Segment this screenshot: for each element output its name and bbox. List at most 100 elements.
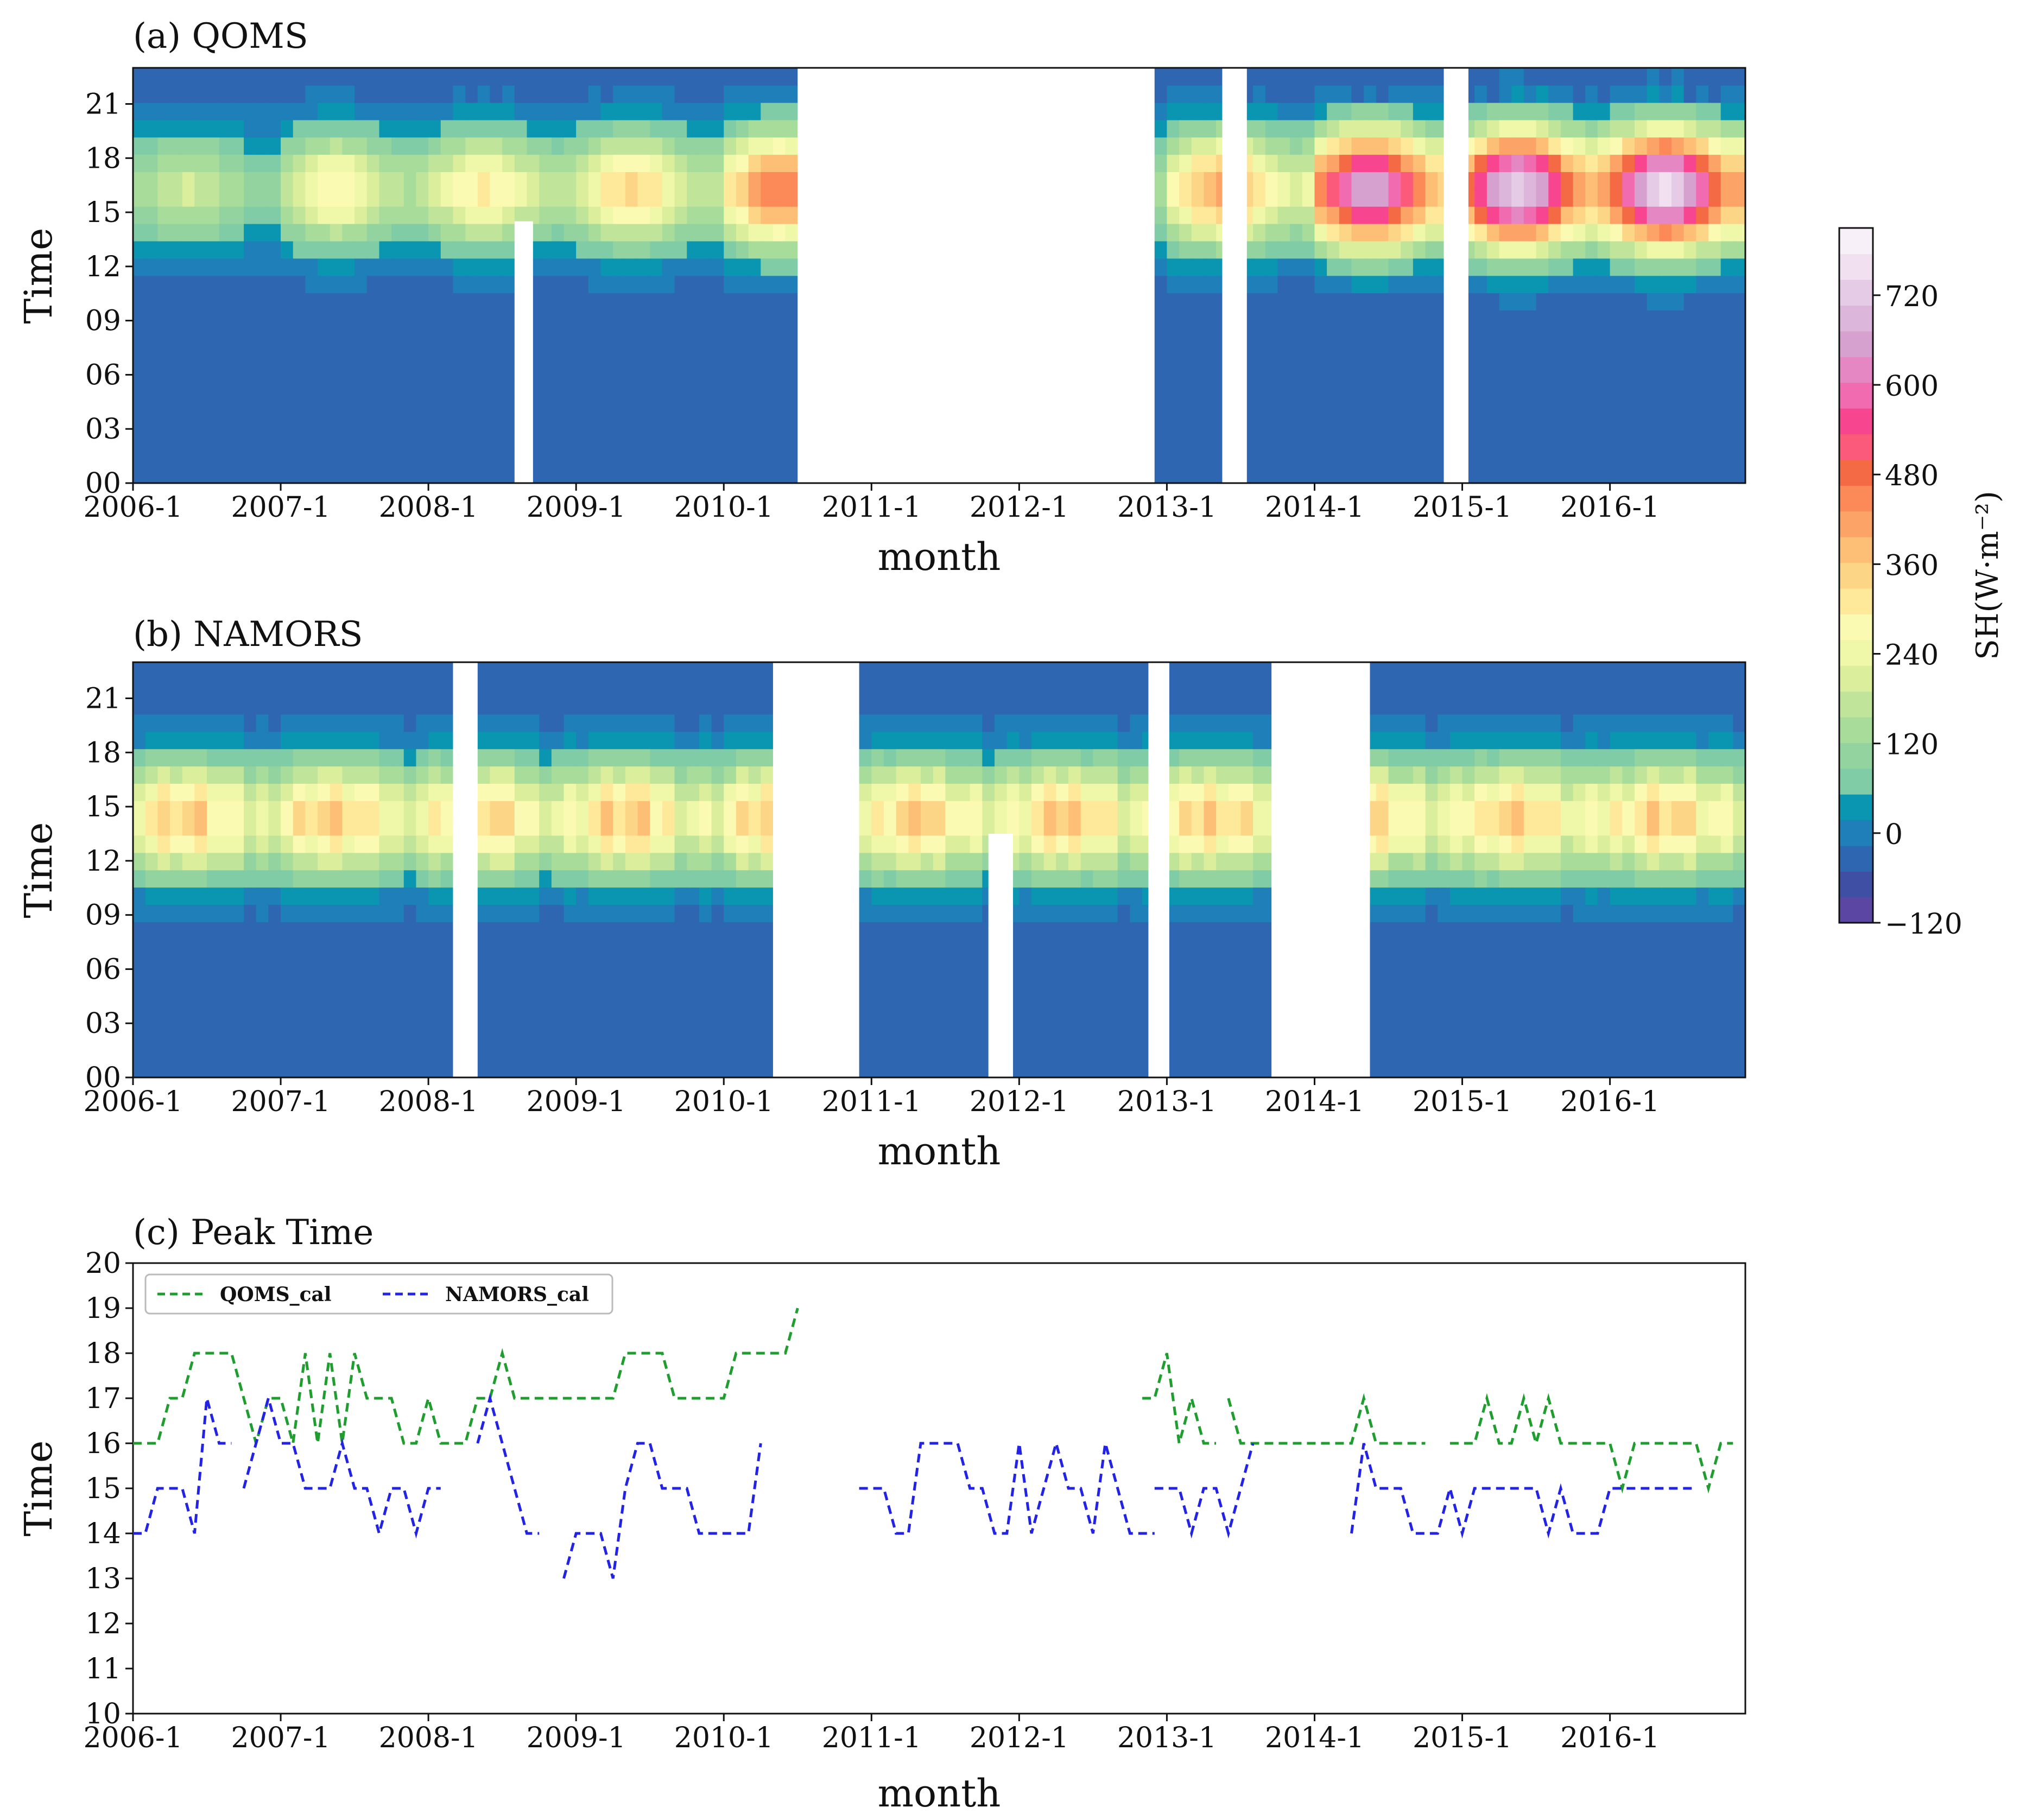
heat-cell: [502, 662, 515, 680]
heat-cell: [637, 206, 651, 224]
heat-cell: [170, 362, 183, 380]
heat-cell: [465, 85, 478, 103]
heat-cell: [1413, 362, 1426, 380]
heat-cell: [194, 102, 207, 121]
heat-cell: [231, 766, 244, 784]
heat-cell: [502, 431, 515, 449]
heat-cell: [268, 293, 281, 311]
heat-cell: [342, 310, 355, 328]
heat-cell: [551, 1008, 565, 1026]
heat-cell: [268, 956, 281, 974]
heat-cell: [995, 731, 1008, 750]
heat-cell: [194, 714, 207, 732]
heat-cell: [244, 310, 257, 328]
heat-cell: [194, 887, 207, 905]
heat-cell: [379, 466, 392, 484]
heat-cell: [490, 414, 503, 432]
heat-cell: [440, 85, 454, 103]
heat-cell: [1376, 310, 1389, 328]
heat-cell: [490, 801, 503, 819]
heat-cell: [871, 714, 884, 732]
heat-cell: [453, 414, 466, 432]
heat-cell: [958, 714, 971, 732]
heat-cell: [157, 731, 170, 750]
heat-cell: [145, 939, 159, 957]
heat-cell: [637, 172, 651, 189]
heat-cell: [1585, 379, 1598, 397]
heat-cell: [305, 275, 318, 294]
heat-cell: [1204, 154, 1217, 173]
heat-cell: [625, 749, 638, 767]
heat-cell: [699, 835, 712, 853]
heat-cell: [502, 749, 515, 767]
heat-cell: [1696, 206, 1709, 224]
heat-cell: [1659, 345, 1672, 363]
heat-cell: [391, 887, 404, 905]
heat-cell: [379, 662, 392, 680]
heat-cell: [1425, 240, 1438, 259]
heat-cell: [330, 275, 343, 294]
heat-cell: [133, 801, 146, 819]
heat-cell: [133, 1025, 146, 1044]
heat-cell: [145, 68, 159, 86]
heat-cell: [1523, 293, 1537, 311]
heat-cell: [268, 448, 281, 466]
heat-cell: [674, 240, 688, 259]
heat-cell: [1499, 258, 1512, 276]
heat-cell: [1314, 137, 1327, 155]
heat-cell: [1634, 345, 1648, 363]
heat-cell: [896, 731, 909, 750]
heat-cell: [1302, 223, 1315, 242]
heat-cell: [453, 102, 466, 121]
heat-cell: [1511, 189, 1524, 207]
heat-cell: [219, 696, 232, 715]
heat-cell: [1548, 275, 1561, 294]
heat-cell: [256, 275, 269, 294]
heat-cell: [699, 731, 712, 750]
heat-cell: [1573, 431, 1586, 449]
heat-cell: [699, 448, 712, 466]
heat-cell: [711, 973, 725, 992]
heat-cell: [305, 154, 318, 173]
heat-cell: [1401, 172, 1414, 189]
heat-cell: [1548, 414, 1561, 432]
heat-cell: [1253, 345, 1266, 363]
heat-cell: [1019, 783, 1032, 801]
heat-cell: [1474, 466, 1487, 484]
heat-cell: [958, 783, 971, 801]
heat-cell: [1634, 172, 1648, 189]
heat-cell: [1043, 696, 1057, 715]
heat-cell: [600, 362, 613, 380]
heat-cell: [982, 766, 995, 784]
heat-cell: [1733, 327, 1746, 345]
heat-cell: [600, 345, 613, 363]
heat-cell: [1019, 922, 1032, 940]
heat-cell: [502, 679, 515, 697]
heat-cell: [194, 466, 207, 484]
heat-cell: [600, 154, 613, 173]
heat-cell: [1339, 189, 1352, 207]
heat-cell: [761, 379, 774, 397]
heat-cell: [687, 1008, 700, 1026]
heat-cell: [194, 870, 207, 888]
heat-cell: [1610, 189, 1623, 207]
heat-cell: [650, 783, 663, 801]
heat-cell: [748, 275, 762, 294]
heat-cell: [354, 206, 368, 224]
heat-cell: [465, 345, 478, 363]
heat-cell: [342, 223, 355, 242]
heat-cell: [1733, 310, 1746, 328]
heat-cell: [1671, 240, 1685, 259]
heat-cell: [588, 293, 602, 311]
heat-cell: [711, 749, 725, 767]
heat-cell: [637, 852, 651, 871]
heat-cell: [662, 731, 675, 750]
heat-cell: [133, 731, 146, 750]
heat-cell: [883, 973, 897, 992]
heat-cell: [403, 679, 417, 697]
heat-cell: [1548, 172, 1561, 189]
heat-cell: [711, 119, 725, 138]
heat-cell: [600, 731, 613, 750]
heat-cell: [342, 414, 355, 432]
heat-cell: [1585, 327, 1598, 345]
